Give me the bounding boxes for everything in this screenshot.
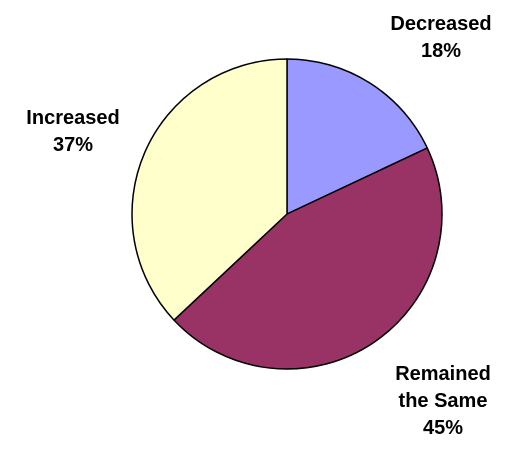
slice-percent: 18% [421, 40, 461, 62]
slice-percent: 45% [423, 417, 463, 439]
slice-percent: 37% [53, 134, 93, 156]
slice-label-decreased: Decreased 18% [390, 13, 491, 62]
slice-label-remained-the-same: Remained the Same 45% [395, 363, 491, 439]
pie-labels: Decreased 18% Remained the Same 45% Increased… [26, 13, 491, 439]
pie-slice-remained-the-same [173, 147, 443, 370]
slice-name: Remained [395, 363, 491, 385]
pie-slice-decreased [286, 58, 428, 215]
pie-slice-increased [131, 58, 288, 321]
slice-name: Decreased [390, 13, 491, 35]
pie-slices [131, 58, 443, 370]
slice-name: the Same [399, 390, 488, 412]
slice-label-increased: Increased 37% [26, 107, 119, 156]
slice-name: Increased [26, 107, 119, 129]
